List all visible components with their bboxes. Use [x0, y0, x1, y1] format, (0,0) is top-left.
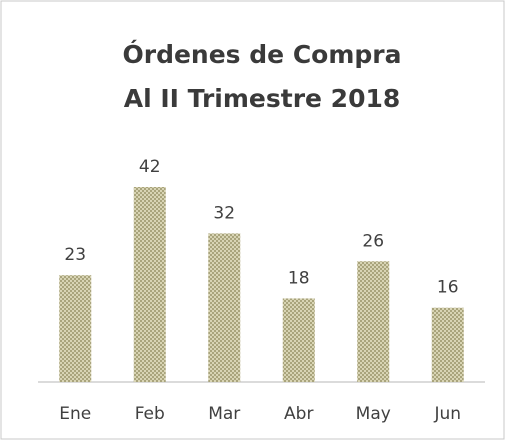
data-label: 16 — [437, 278, 459, 298]
x-tick-label: May — [356, 404, 391, 424]
data-label: 26 — [362, 231, 384, 251]
x-tick-label: Feb — [135, 404, 165, 424]
x-tick-label: Abr — [284, 404, 313, 424]
bar — [357, 261, 390, 382]
x-tick-label: Ene — [59, 404, 91, 424]
x-tick-label: Jun — [433, 404, 461, 424]
x-tick-label: Mar — [208, 404, 240, 424]
chart-title: Órdenes de Compra — [123, 39, 402, 69]
bar — [59, 275, 92, 382]
bar — [208, 233, 241, 382]
data-label: 32 — [213, 203, 235, 223]
data-label: 42 — [139, 157, 161, 177]
data-label: 18 — [288, 268, 310, 288]
chart-title: Al II Trimestre 2018 — [124, 84, 401, 113]
bar — [133, 187, 166, 382]
bar — [431, 307, 464, 382]
data-label: 23 — [64, 245, 86, 265]
bar — [282, 298, 315, 382]
